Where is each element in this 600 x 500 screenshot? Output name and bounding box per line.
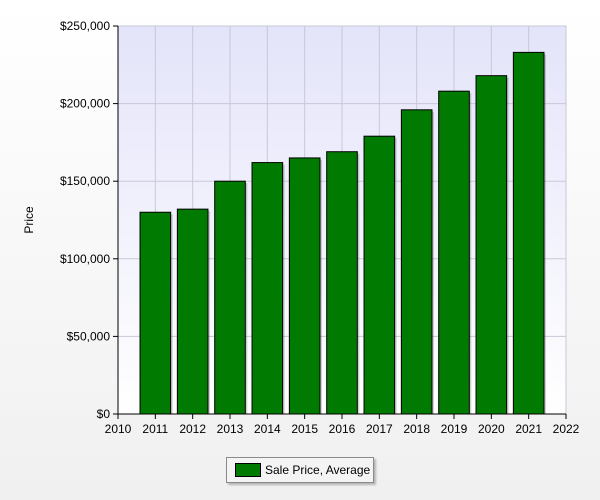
x-tick-label: 2013 [217,422,244,436]
bar-2011 [139,211,172,415]
x-tick-label: 2015 [291,422,318,436]
x-tick-label: 2016 [329,422,356,436]
bar-2017 [363,135,396,415]
x-tick-label: 2021 [515,422,542,436]
bar-2018 [400,109,433,415]
bar-2016 [326,151,358,415]
y-axis-title: Price [22,206,36,234]
bars [139,51,546,415]
x-tick-label: 2022 [553,422,580,436]
x-tick-label: 2019 [441,422,468,436]
bar-2019 [438,90,470,415]
legend-swatch-icon [235,463,261,477]
y-axis-ticks: $0 $50,000 $100,000 $150,000 $200,000 $250,00… [60,19,118,421]
x-tick-label: 2018 [403,422,430,436]
y-tick-label: $0 [97,407,111,421]
legend: Sale Price, Average [226,457,374,483]
y-tick-label: $200,000 [60,97,110,111]
bar-2021 [512,51,545,415]
y-tick-label: $150,000 [60,174,110,188]
bar-2013 [214,180,246,415]
x-tick-label: 2014 [254,422,281,436]
bar-2015 [288,157,321,415]
bar-2020 [475,75,508,415]
y-tick-label: $250,000 [60,19,110,33]
bar-2014 [251,162,284,415]
legend-label: Sale Price, Average [265,463,371,477]
x-tick-label: 2012 [179,422,206,436]
x-axis-ticks: 2010 2011 2012 2013 2014 2015 2016 2017 2018 2019… [105,414,580,436]
x-tick-label: 2010 [105,422,132,436]
bar-2012 [176,208,209,415]
x-tick-label: 2020 [478,422,505,436]
x-tick-label: 2011 [142,422,168,436]
y-tick-label: $100,000 [60,252,110,266]
x-tick-label: 2017 [366,422,393,436]
y-tick-label: $50,000 [67,329,111,343]
